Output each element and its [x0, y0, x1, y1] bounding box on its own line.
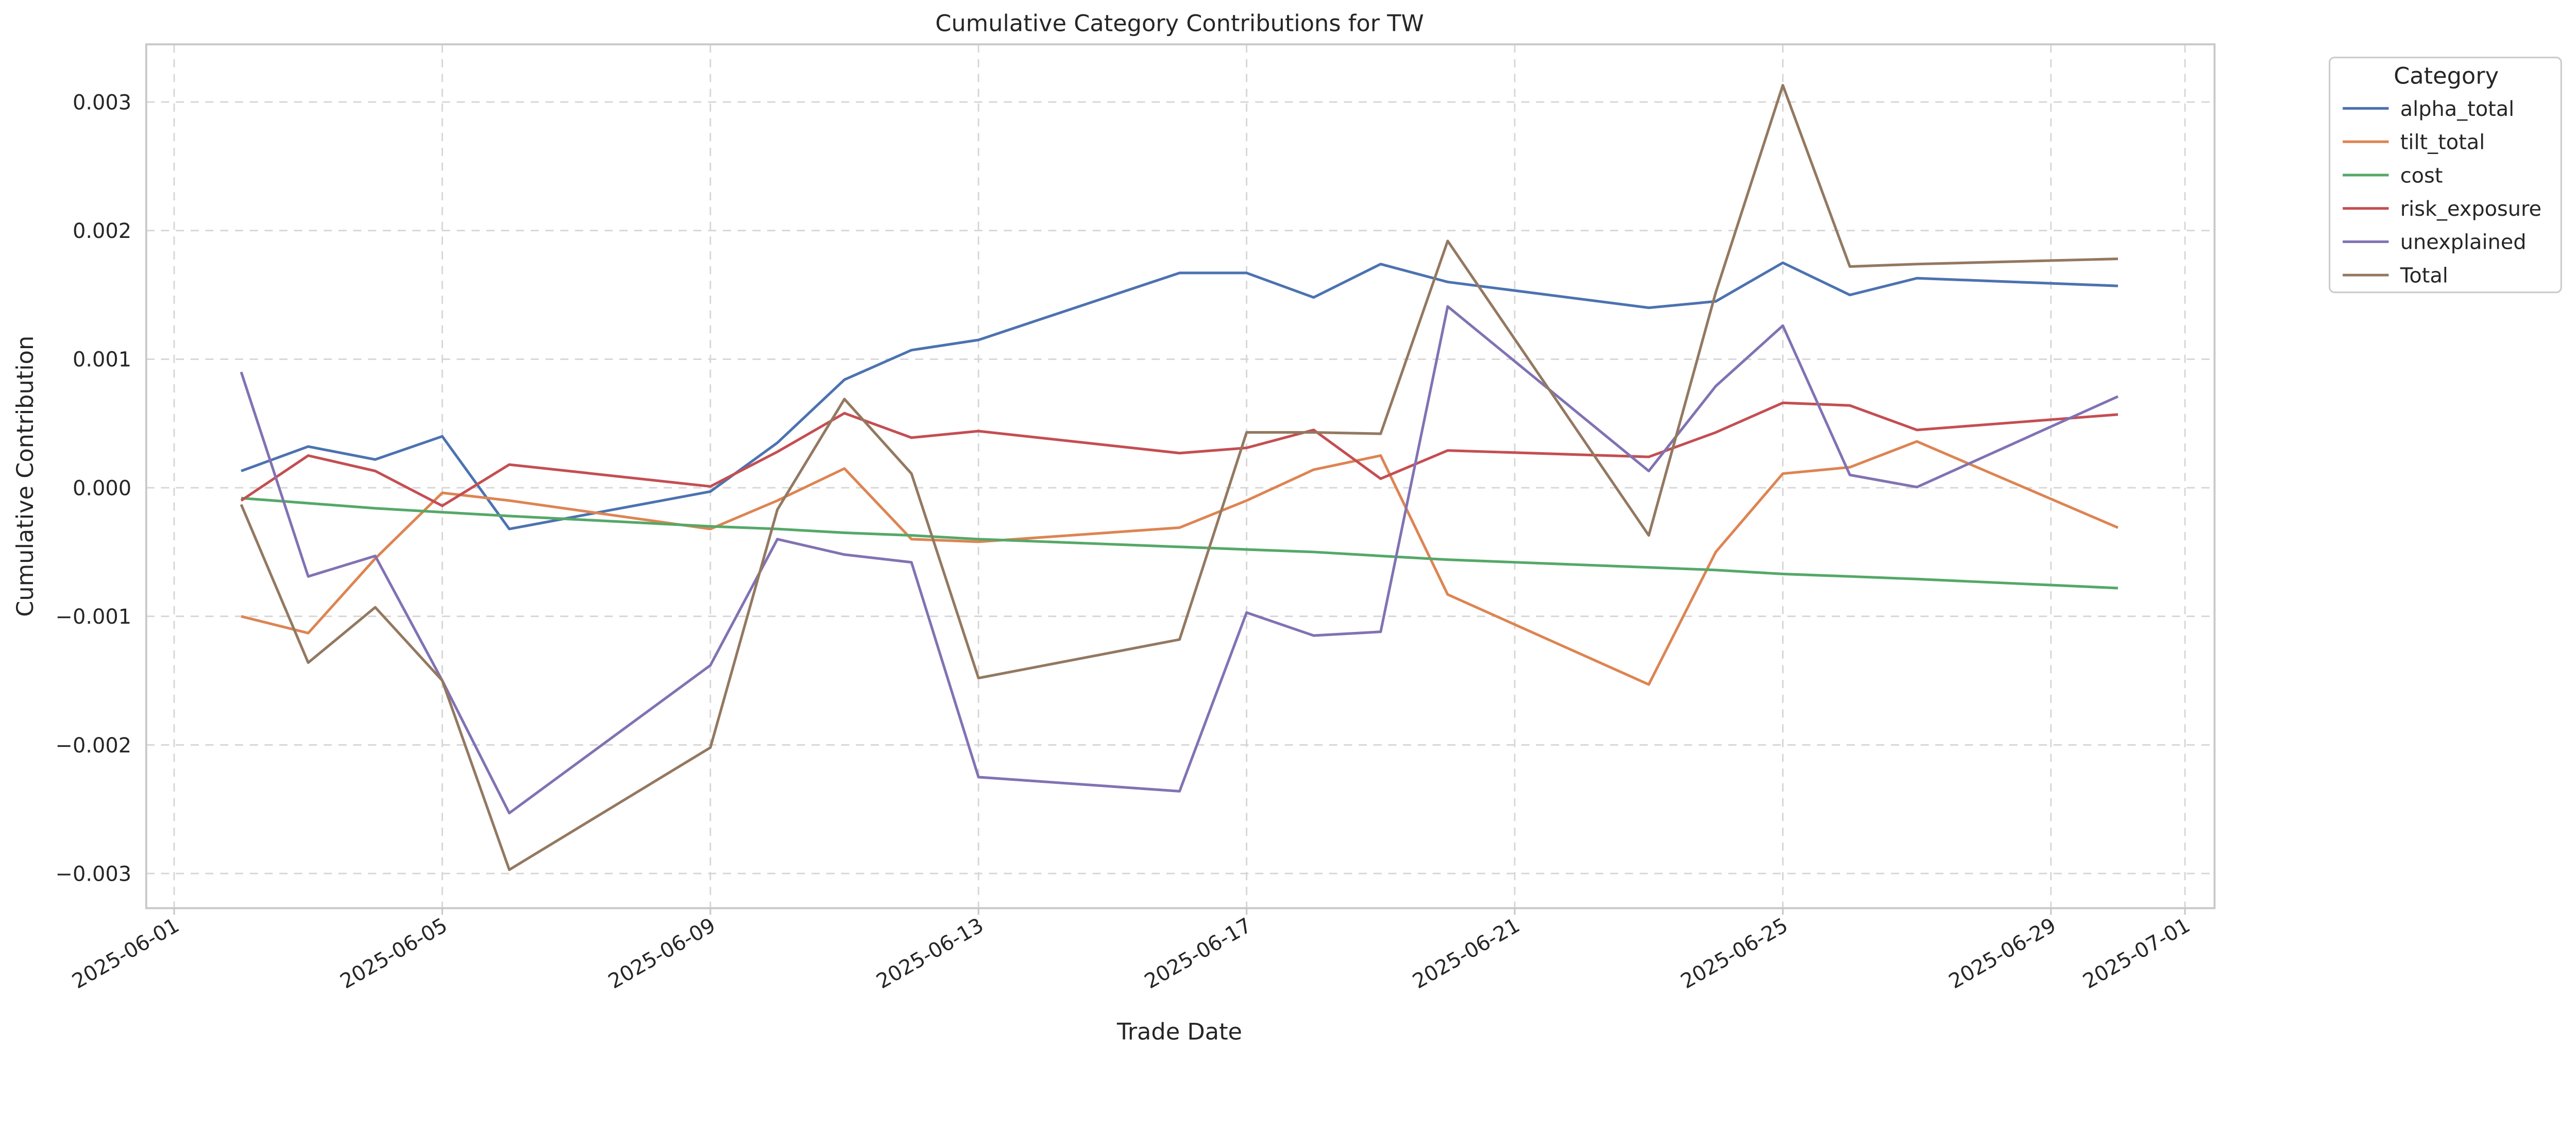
y-tick-label: −0.001 [56, 605, 131, 629]
y-tick-label: −0.003 [56, 862, 131, 886]
grid [146, 44, 2215, 908]
series-line-total [240, 83, 2119, 871]
y-axis: −0.003 −0.002 −0.001 0.000 0.001 0.002 0.003 [56, 91, 131, 886]
y-tick-label: 0.000 [73, 476, 131, 500]
legend-label: risk_exposure [2400, 197, 2541, 221]
series-line-cost [241, 496, 2119, 590]
y-axis-label: Cumulative Contribution [12, 336, 39, 617]
legend-frame [2329, 57, 2562, 294]
x-axis-label: Trade Date [1116, 1018, 1242, 1045]
x-tick-label: 2025-06-29 [1945, 914, 2060, 994]
legend-label: unexplained [2400, 231, 2527, 254]
y-tick-label: 0.001 [73, 348, 131, 372]
legend-label: Total [2400, 264, 2448, 287]
series-line-alpha-total [241, 261, 2119, 530]
x-tick-label: 2025-06-05 [336, 914, 452, 994]
legend-title: Category [2394, 63, 2499, 90]
x-tick-label: 2025-06-21 [1409, 914, 1524, 994]
series-line-tilt-total [241, 440, 2119, 686]
x-tick-label: 2025-06-09 [604, 914, 720, 994]
y-tick-label: 0.003 [73, 91, 131, 114]
x-axis: 2025-06-01 2025-06-05 2025-06-09 2025-06-13… [68, 908, 2194, 993]
y-tick-label: −0.002 [56, 734, 131, 758]
legend-label: cost [2400, 164, 2443, 187]
y-tick-label: 0.002 [73, 219, 131, 243]
x-tick-label: 2025-07-01 [2079, 914, 2194, 994]
line-chart: Cumulative Category Contributions for TW… [12, 10, 2562, 1045]
series-line-unexplained [240, 305, 2119, 815]
plot-area-frame [145, 43, 2216, 910]
chart-title: Cumulative Category Contributions for TW [935, 10, 1423, 37]
legend-label: tilt_total [2400, 131, 2485, 155]
legend-label: alpha_total [2400, 97, 2514, 121]
x-tick-label: 2025-06-25 [1677, 914, 1792, 994]
series-lines [240, 83, 2119, 871]
x-tick-label: 2025-06-01 [68, 914, 183, 994]
x-tick-label: 2025-06-17 [1141, 914, 1256, 994]
x-tick-label: 2025-06-13 [872, 914, 988, 994]
series-line-risk-exposure [240, 401, 2119, 507]
